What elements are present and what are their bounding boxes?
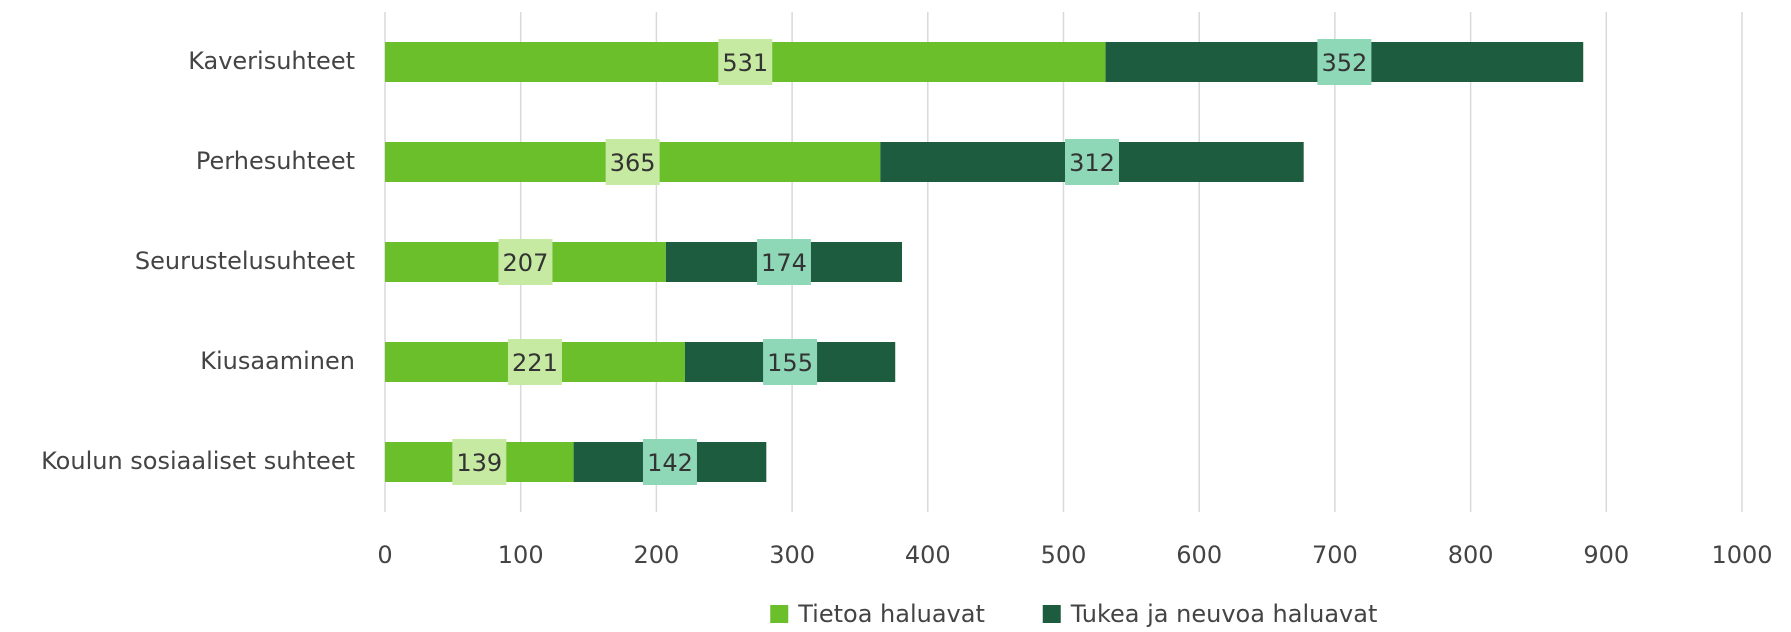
x-tick-label: 700 [1312, 541, 1358, 569]
data-label: 142 [647, 449, 693, 477]
data-label: 221 [512, 349, 558, 377]
legend-label: Tietoa haluavat [797, 600, 985, 628]
y-tick-label: Seurustelusuhteet [135, 247, 355, 275]
data-label: 174 [761, 249, 807, 277]
data-label-bg [507, 339, 562, 385]
data-label-bg [756, 239, 811, 285]
data-label-bg [498, 239, 553, 285]
data-label-bg [642, 439, 697, 485]
y-tick-label: Koulun sosiaaliset suhteet [41, 447, 355, 475]
legend-swatch [1042, 605, 1061, 623]
x-tick-label: 800 [1448, 541, 1494, 569]
y-tick-label: Perhesuhteet [196, 147, 355, 175]
x-tick-label: 600 [1176, 541, 1222, 569]
x-tick-label: 400 [905, 541, 951, 569]
data-label: 207 [503, 249, 549, 277]
data-label: 531 [722, 49, 768, 77]
data-label: 139 [456, 449, 502, 477]
data-label-bg [452, 439, 507, 485]
y-tick-label: Kaverisuhteet [188, 47, 355, 75]
x-tick-label: 500 [1041, 541, 1087, 569]
legend-label: Tukea ja neuvoa haluavat [1070, 600, 1378, 628]
y-tick-label: Kiusaaminen [200, 347, 355, 375]
data-label: 312 [1069, 149, 1115, 177]
data-label: 352 [1321, 49, 1367, 77]
data-label-bg [1064, 139, 1119, 185]
legend-swatch [770, 605, 789, 623]
x-tick-label: 0 [377, 541, 392, 569]
x-tick-label: 900 [1583, 541, 1629, 569]
data-label: 365 [610, 149, 656, 177]
x-tick-label: 1000 [1711, 541, 1772, 569]
x-tick-label: 200 [633, 541, 679, 569]
data-label-bg [605, 139, 660, 185]
data-label-bg [1317, 39, 1372, 85]
data-label-bg [763, 339, 818, 385]
data-label-bg [718, 39, 773, 85]
data-label: 155 [767, 349, 813, 377]
x-tick-label: 300 [769, 541, 815, 569]
x-tick-label: 100 [498, 541, 544, 569]
